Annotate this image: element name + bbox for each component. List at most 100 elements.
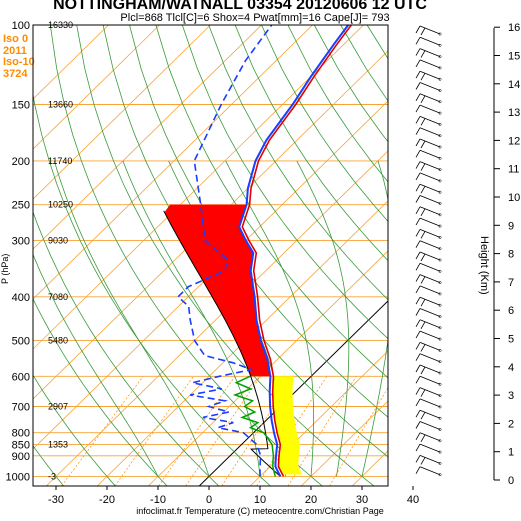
wind-barb [415, 353, 442, 364]
wind-barb-flag [415, 37, 421, 45]
isotherm-line [33, 25, 160, 150]
wind-barb-flag [420, 118, 426, 126]
wind-barb-flag [415, 432, 421, 440]
pressure-tick-label: 1000 [6, 471, 30, 483]
wind-barb-staff [419, 342, 441, 351]
isotherm-line [33, 50, 388, 400]
dry-adiabat-line [33, 92, 271, 486]
x-tick-label: 30 [356, 494, 368, 506]
pressure-tick-label: 250 [12, 200, 30, 212]
wind-barb-flag [420, 95, 426, 103]
wind-barb-flag [415, 455, 421, 463]
wind-barb-staff [419, 48, 441, 57]
wind-barb-flag [415, 195, 421, 203]
height-tick-label: 4 [508, 362, 514, 374]
wind-barb-station [438, 202, 442, 205]
height-tick-label: 16 [508, 22, 520, 34]
isotherm-line [249, 350, 388, 486]
wind-barb-flag [415, 104, 421, 113]
wind-barb-flag [420, 27, 426, 36]
height-tick-label: 1 [508, 447, 514, 459]
height-tick-label: 6 [508, 305, 514, 317]
wind-barb-station [438, 100, 442, 104]
wind-barb-staff [419, 387, 441, 396]
wind-barb-staff [419, 262, 441, 272]
wind-barb [415, 206, 442, 217]
wind-barb-staff [419, 285, 441, 295]
cape-fill-layer [164, 204, 303, 475]
geopotential-height-label: 10250 [48, 200, 73, 210]
wind-barb-staff [419, 93, 441, 103]
iso-10-label: Iso-10 [3, 56, 35, 68]
wind-barb [415, 93, 442, 104]
wind-barb-flag [415, 398, 421, 407]
isotherm-line [33, 25, 211, 200]
wind-barb-staff [419, 330, 441, 340]
wind-barb-flag [415, 240, 421, 248]
wind-barb-flag [420, 208, 426, 216]
wind-barb-station [438, 168, 442, 172]
iso0-value: 2011 [3, 44, 27, 57]
wind-barb [415, 330, 442, 341]
wind-barb-flag [415, 421, 421, 429]
wind-barb [415, 138, 442, 149]
dry-adiabat-line [33, 374, 116, 486]
height-tick-label: 10 [508, 192, 520, 204]
wind-barb-flag [415, 274, 421, 282]
geopotential-height-label: -3 [48, 471, 56, 481]
wind-barb-staff [419, 455, 441, 464]
wind-barb-flag [420, 73, 426, 81]
wind-barb-station [438, 134, 442, 138]
wind-barb-station [438, 145, 442, 149]
wind-barb-station [438, 43, 442, 47]
wind-barb-staff [419, 36, 441, 46]
height-tick-label: 8 [508, 249, 514, 261]
height-tick-label: 7 [508, 277, 514, 289]
axis-layer: -30 -20 -10 0 10 20 30 401001502002503004005006… [6, 20, 521, 506]
wind-barb [415, 466, 442, 477]
wind-barb-station [438, 416, 442, 420]
wind-barb [415, 82, 442, 92]
wind-barb-station [438, 428, 442, 431]
wind-barb [415, 455, 442, 465]
wind-barb-station [438, 439, 442, 443]
wind-barb-station [438, 89, 442, 92]
wind-barb-station [438, 394, 442, 398]
mixing-ratio-line [185, 376, 261, 486]
wind-barb-staff [419, 229, 441, 238]
wind-barb-staff [419, 364, 441, 374]
wind-barb [415, 70, 442, 81]
wind-barb [415, 217, 442, 228]
wind-barb-staff [419, 251, 441, 261]
wind-barb-staff [419, 353, 441, 363]
height-tick-label: 5 [508, 334, 514, 346]
wind-barb-station [438, 32, 442, 36]
wind-barb-station [438, 235, 442, 239]
wind-barb-staff [419, 183, 441, 193]
wind-barb-staff [419, 296, 441, 306]
wind-barb-flag [415, 48, 421, 56]
wind-barb-flag [420, 186, 426, 194]
wind-barb [415, 364, 442, 375]
wind-barb-flag [420, 344, 426, 352]
isotherm-line [33, 25, 262, 250]
wind-barb [415, 116, 442, 126]
wind-barb-flag [415, 443, 421, 452]
iso-10-value: 3724 [3, 67, 28, 80]
wind-barb-staff [419, 82, 441, 91]
wind-barb-station [438, 461, 442, 465]
wind-barb [415, 296, 442, 307]
wind-barb-flag [415, 229, 421, 237]
wind-barb [415, 387, 442, 398]
height-tick-label: 0 [508, 475, 514, 487]
wind-barb [415, 308, 442, 318]
x-tick-label: 10 [254, 494, 266, 506]
wind-barb-staff [419, 375, 441, 385]
pressure-tick-label: 600 [12, 371, 30, 383]
wind-barb-staff [419, 421, 441, 430]
wind-barb-flag [415, 342, 421, 350]
wind-barb-station [438, 281, 442, 285]
wind-barb-staff [419, 149, 441, 159]
wind-barb-station [438, 326, 442, 330]
pressure-tick-label: 150 [12, 99, 30, 111]
